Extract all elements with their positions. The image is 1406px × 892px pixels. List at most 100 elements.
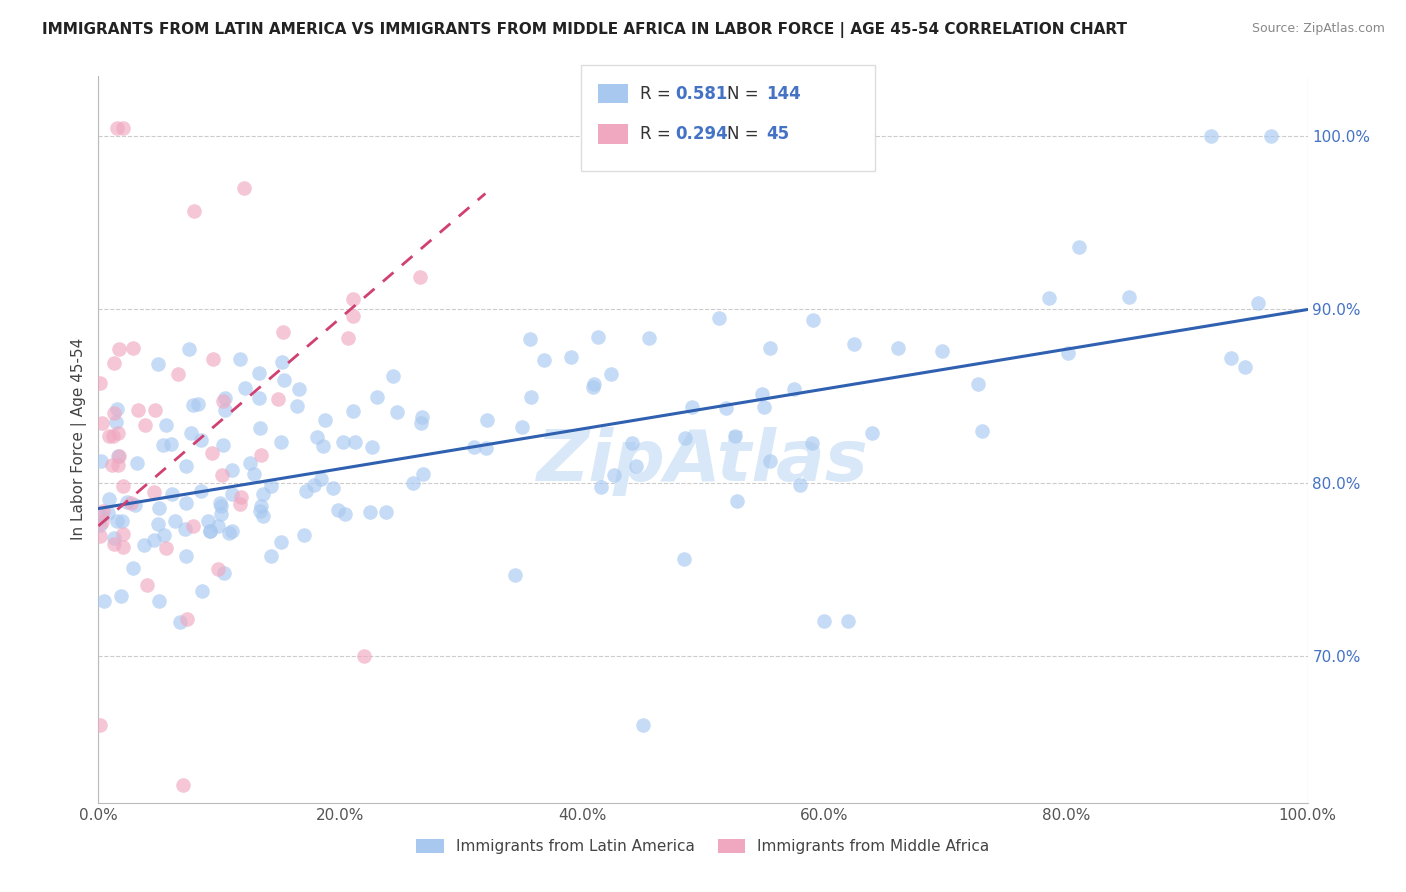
Point <box>127 402 149 417</box>
Point <box>181 519 204 533</box>
Point <box>260 478 283 492</box>
Point <box>402 475 425 490</box>
Point <box>221 486 243 500</box>
Point <box>221 463 243 477</box>
Point <box>231 490 253 504</box>
Point <box>837 614 859 628</box>
Point <box>387 405 409 419</box>
Point <box>252 487 274 501</box>
Point <box>353 648 375 663</box>
Point <box>813 614 835 628</box>
Point <box>475 441 498 455</box>
Text: 0.294: 0.294 <box>675 125 728 143</box>
Point <box>800 435 823 450</box>
Point <box>229 497 252 511</box>
Point <box>382 368 405 383</box>
Text: 144: 144 <box>766 85 801 103</box>
Point <box>302 478 325 492</box>
Text: 0.581: 0.581 <box>675 85 727 103</box>
Point <box>411 416 433 430</box>
Point <box>759 341 782 355</box>
Point <box>190 433 212 447</box>
Point <box>152 437 174 451</box>
Point <box>249 448 271 462</box>
Point <box>1247 295 1270 310</box>
Point <box>111 120 134 135</box>
Point <box>409 270 432 285</box>
Point <box>187 397 209 411</box>
Point <box>322 481 344 495</box>
Point <box>752 400 775 414</box>
Point <box>359 505 381 519</box>
Point <box>967 376 990 391</box>
Point <box>620 436 643 450</box>
Point <box>267 392 290 407</box>
Point <box>101 429 124 443</box>
Point <box>218 526 240 541</box>
Point <box>181 398 204 412</box>
Point <box>190 483 212 498</box>
Point <box>211 467 233 482</box>
Point <box>214 403 236 417</box>
Point <box>103 537 125 551</box>
Point <box>103 406 125 420</box>
Point <box>1219 351 1241 366</box>
Point <box>146 357 169 371</box>
Text: Source: ZipAtlas.com: Source: ZipAtlas.com <box>1251 22 1385 36</box>
Point <box>714 401 737 415</box>
Point <box>463 440 485 454</box>
Point <box>681 400 703 414</box>
Point <box>209 496 232 510</box>
Point <box>143 533 166 548</box>
Point <box>624 458 647 473</box>
Point <box>179 343 201 357</box>
Point <box>510 420 533 434</box>
Point <box>533 353 555 368</box>
Point <box>233 381 256 395</box>
Point <box>243 467 266 482</box>
Point <box>201 446 224 460</box>
Point <box>247 392 270 406</box>
Point <box>90 416 112 430</box>
Point <box>725 493 748 508</box>
Point <box>134 538 156 552</box>
Point <box>326 503 349 517</box>
Point <box>134 417 156 432</box>
Point <box>110 589 132 603</box>
Point <box>198 524 221 538</box>
Point <box>159 437 181 451</box>
Point <box>98 429 121 443</box>
Point <box>589 480 612 494</box>
Point <box>103 532 125 546</box>
Point <box>312 439 335 453</box>
Point <box>160 487 183 501</box>
Point <box>174 522 197 536</box>
Point <box>271 355 294 369</box>
Point <box>249 421 271 435</box>
Point <box>260 549 283 563</box>
Point <box>124 498 146 512</box>
Point <box>411 409 433 424</box>
Point <box>229 352 252 367</box>
Point <box>374 505 396 519</box>
Point <box>93 593 115 607</box>
Point <box>309 472 332 486</box>
Point <box>361 441 384 455</box>
Point <box>180 426 202 441</box>
Point <box>125 456 148 470</box>
Point <box>167 367 190 381</box>
Point <box>588 330 610 344</box>
Point <box>475 413 498 427</box>
Point <box>155 417 177 432</box>
Point <box>143 403 166 417</box>
Point <box>305 429 328 443</box>
Point <box>148 500 170 515</box>
Point <box>97 506 120 520</box>
Point <box>153 527 176 541</box>
Point <box>101 458 124 472</box>
Point <box>1118 290 1140 304</box>
Point <box>212 393 235 408</box>
Point <box>214 391 236 405</box>
Point <box>294 484 316 499</box>
Point <box>758 454 780 468</box>
